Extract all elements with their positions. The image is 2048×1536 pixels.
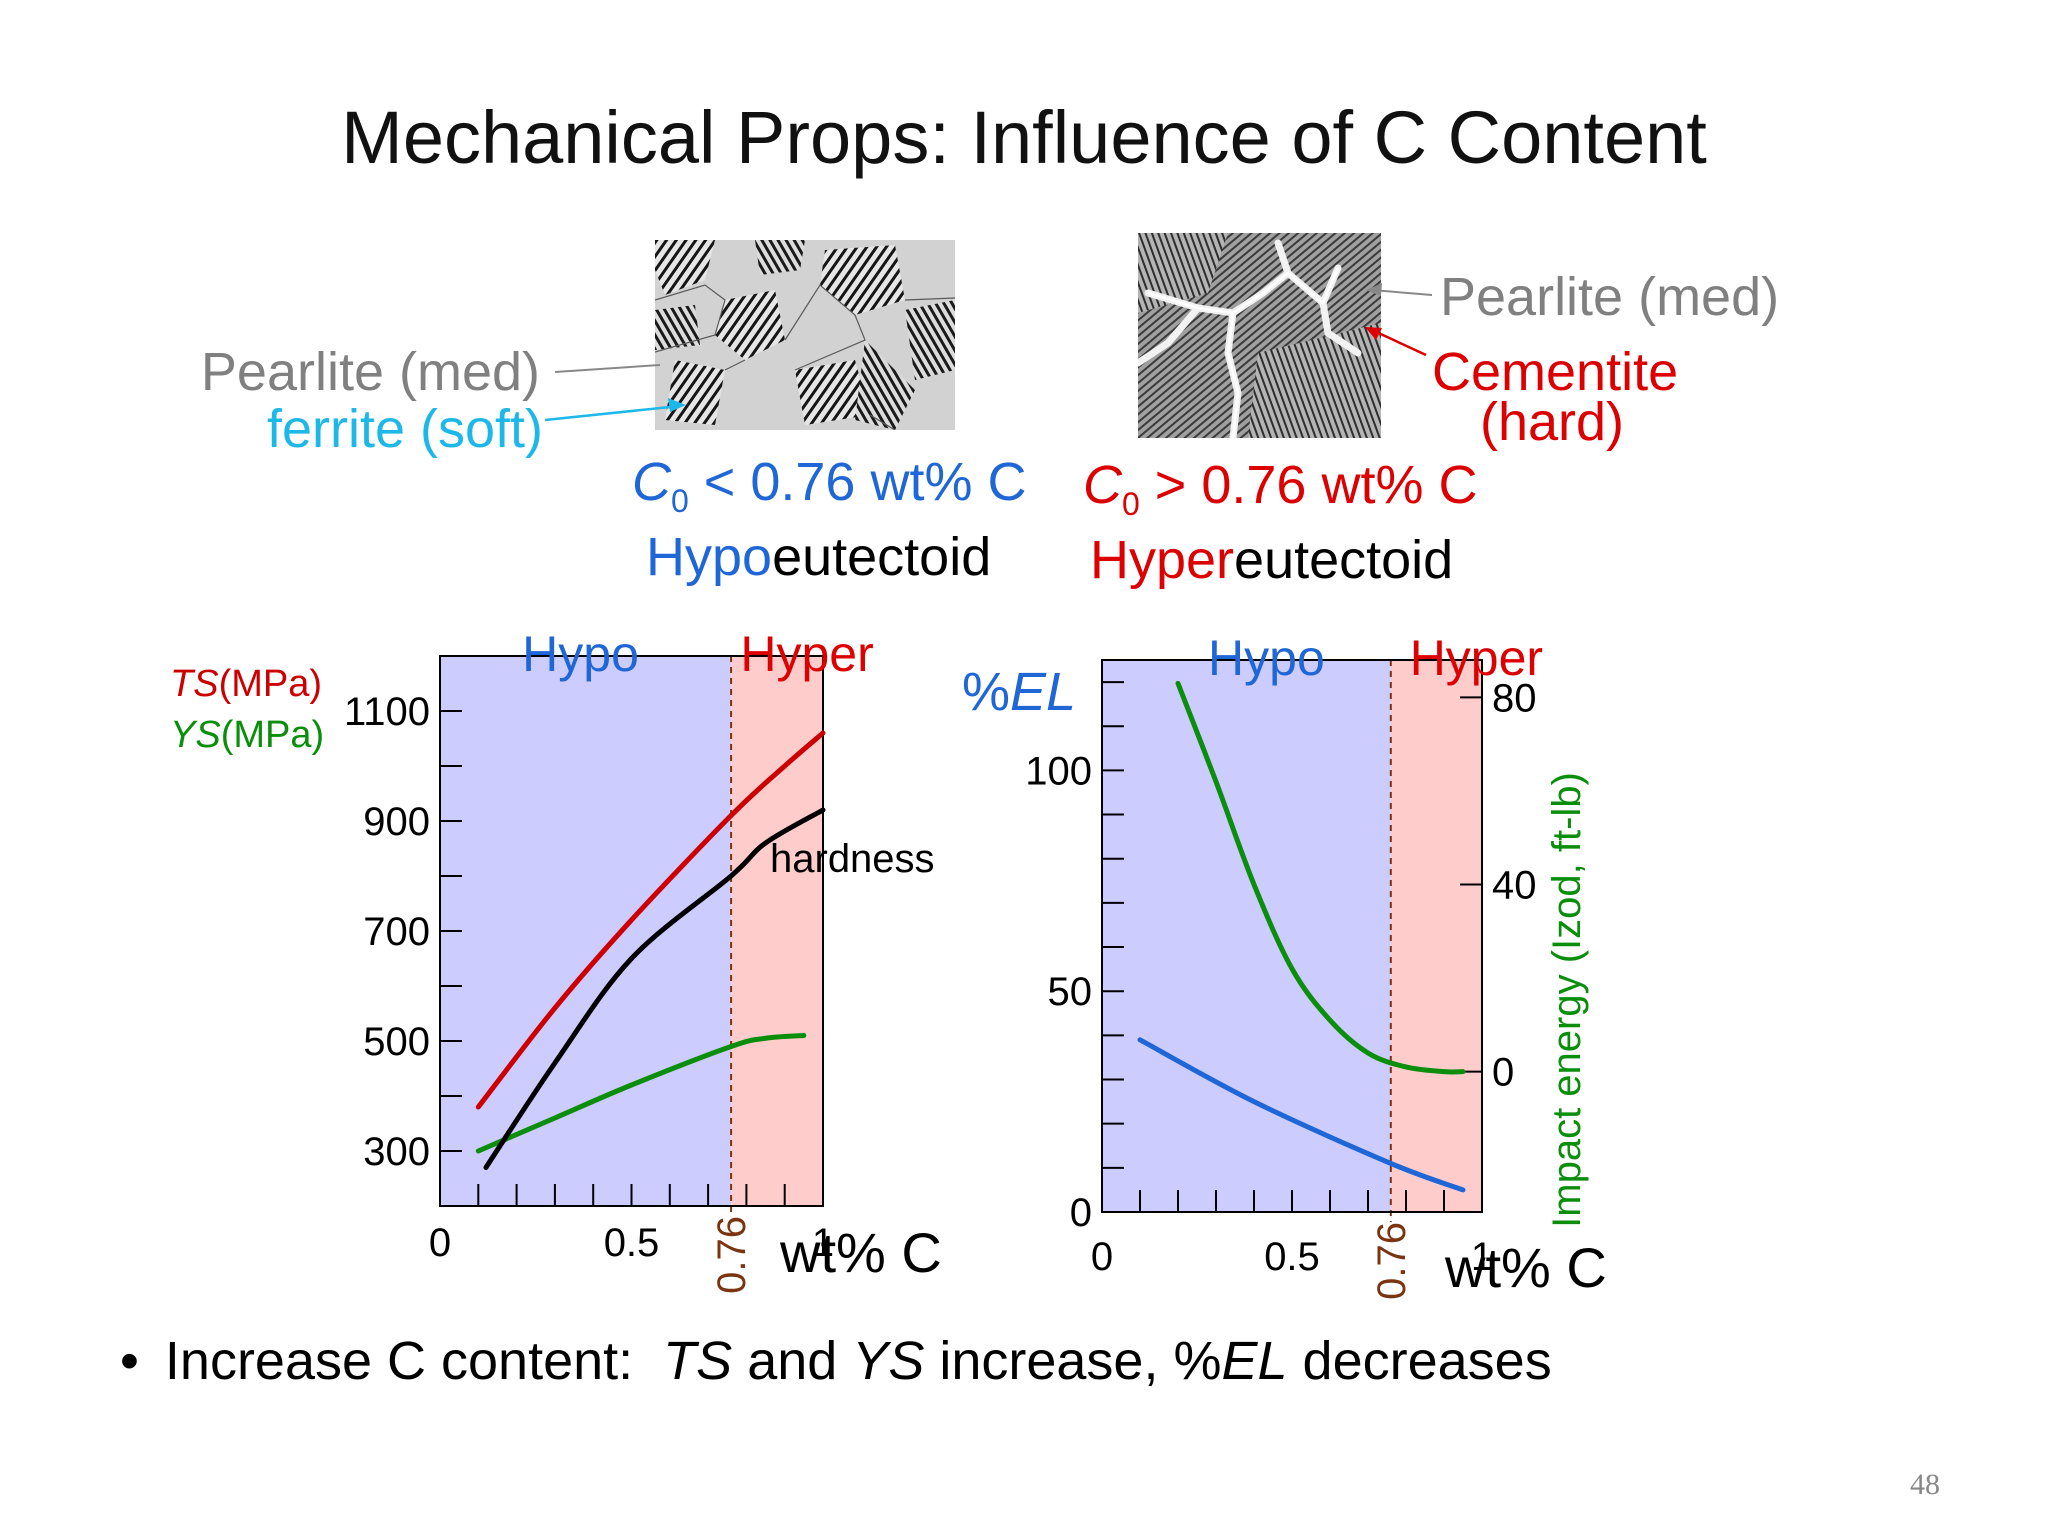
y2-tick-label: 40	[1492, 864, 1537, 908]
summary-bullet: • Increase C content: TS and YS increase,…	[120, 1330, 1552, 1392]
hypereutectoid-label: Hypereutectoid	[1090, 533, 1453, 587]
cementite-arrowhead	[1365, 327, 1382, 340]
ferrite-label: ferrite (soft)	[266, 399, 543, 459]
hyper-region	[1390, 660, 1482, 1212]
hyper-composition-sub: 0	[1122, 485, 1140, 522]
y-label-el: %EL	[962, 662, 1076, 722]
series-line-el	[1137, 1037, 1466, 1193]
y-tick-label: 500	[363, 1020, 430, 1064]
hypoeutectoid-micrograph	[655, 240, 955, 430]
y2-tick-label: 0	[1492, 1051, 1514, 1095]
y-label-ys: YS(MPa)	[170, 714, 324, 756]
hyper-composition: C0 > 0.76 wt% C	[1083, 458, 1477, 520]
hypo-composition-c: C	[632, 452, 671, 512]
y-label-ts-name: TS	[170, 663, 219, 705]
bullet-increase: increase, %	[924, 1331, 1222, 1391]
hypo-suffix: eutectoid	[772, 527, 992, 587]
x-tick-label: 0	[429, 1221, 451, 1265]
y-label-ys-name: YS	[170, 714, 221, 756]
hyper-prefix: Hyper	[1090, 530, 1235, 590]
region-label-hyper: Hyper	[1410, 630, 1543, 686]
y-tick-label: 1100	[344, 690, 430, 734]
pearlite-leader-right	[1371, 289, 1433, 296]
y2-tick-label: 80	[1492, 676, 1537, 720]
bullet-lead: Increase C content:	[164, 1331, 664, 1391]
y-label-ys-unit: (MPa)	[221, 714, 324, 756]
y2-label-impact: Impact energy (Izod, ft-lb)	[1545, 772, 1589, 1228]
x-tick-label: 1	[1471, 1235, 1493, 1279]
eutectoid-label: 0.76	[1370, 1222, 1414, 1300]
hardness-annotation: hardness	[770, 837, 935, 881]
hypoeutectoid-label: Hypoeutectoid	[646, 530, 991, 584]
axis-ticks: 0 0.5 1 0.76 300 500 700 900 1100	[344, 690, 834, 1294]
x-axis-label: wt% C	[1444, 1236, 1607, 1299]
ferrite-arrowhead	[668, 398, 686, 412]
pearlite-label-right: Pearlite (med)	[1440, 267, 1780, 327]
series-line-ys	[475, 1033, 807, 1154]
cementite-hard-label: (hard)	[1480, 392, 1625, 452]
hypo-composition: C0 < 0.76 wt% C	[632, 455, 1026, 517]
series-line-impact	[1175, 680, 1466, 1075]
hyper-composition-rest: > 0.76 wt% C	[1139, 455, 1478, 515]
bullet-ts: TS	[663, 1331, 733, 1391]
y-label-el-pct: %	[962, 662, 1010, 722]
hyper-composition-c: C	[1083, 455, 1122, 515]
pearlite-arrowhead-right	[1366, 283, 1382, 296]
bullet-ys: YS	[852, 1331, 925, 1391]
strength-chart: 0 0.5 1 0.76 300 500 700 900 1100 Hypo Hyper TS(…	[170, 626, 942, 1294]
region-label-hypo: Hypo	[1208, 630, 1325, 686]
pearlite-label-left: Pearlite (med)	[200, 342, 540, 402]
hyper-suffix: eutectoid	[1234, 530, 1454, 590]
cementite-label: Cementite	[1432, 342, 1679, 402]
slide-title: Mechanical Props: Influence of C Content	[341, 96, 1707, 179]
hypo-region	[440, 656, 732, 1206]
y-tick-label: 50	[1048, 970, 1093, 1014]
hypo-prefix: Hypo	[646, 527, 773, 587]
axis-ticks: 0 0.5 1 0.76 0 50 100 0 40 80	[1025, 676, 1536, 1299]
hypo-composition-rest: < 0.76 wt% C	[688, 452, 1027, 512]
x-tick-label: 0.5	[1264, 1235, 1320, 1279]
ferrite-leader-left	[544, 404, 681, 422]
x-tick-label: 0.5	[604, 1221, 660, 1265]
y-label-ts-unit: (MPa)	[219, 663, 322, 705]
page-number: 48	[1910, 1468, 1940, 1501]
micrograph-leader-lines	[544, 283, 1433, 422]
cementite-leader	[1371, 328, 1427, 357]
y-label-el-name: EL	[1010, 662, 1076, 722]
hypereutectoid-micrograph	[1138, 233, 1381, 438]
x-axis-label: wt% C	[779, 1221, 942, 1284]
y-tick-label: 900	[363, 800, 430, 844]
region-label-hypo: Hypo	[522, 626, 639, 682]
eutectoid-label: 0.76	[710, 1216, 754, 1294]
y-label-ts: TS(MPa)	[170, 663, 322, 705]
bullet-symbol: •	[120, 1331, 139, 1391]
y-tick-label: 0	[1070, 1191, 1092, 1235]
bullet-el: EL	[1221, 1331, 1288, 1391]
bullet-decreases: decreases	[1287, 1331, 1552, 1391]
y-tick-label: 300	[363, 1130, 430, 1174]
x-tick-label: 1	[812, 1221, 834, 1265]
series-line-hardness	[483, 807, 826, 1170]
pearlite-leader-left	[554, 364, 661, 373]
hypo-composition-sub: 0	[671, 482, 689, 519]
hypo-region	[1102, 660, 1391, 1212]
x-tick-label: 0	[1091, 1235, 1113, 1279]
bullet-and: and	[732, 1331, 853, 1391]
ductility-chart: 0 0.5 1 0.76 0 50 100 0 40 80 Hypo Hyper %EL Impa…	[962, 630, 1607, 1300]
y-tick-label: 700	[363, 910, 430, 954]
region-label-hyper: Hyper	[740, 626, 873, 682]
series-line-ts	[475, 730, 826, 1110]
y-tick-label: 100	[1025, 749, 1092, 793]
